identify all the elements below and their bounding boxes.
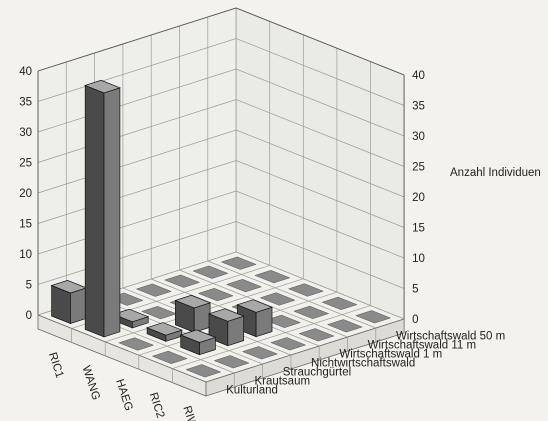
z-tick-label-left: 10: [19, 249, 32, 261]
z-tick-label-right: 40: [412, 70, 425, 82]
bar-RIC1-0: [50, 280, 88, 325]
zero-marker: [241, 346, 279, 360]
bar-top-face: [207, 308, 245, 322]
y-tick-label: Wirtschaftswald 1 m: [339, 349, 442, 361]
z-tick-label-right: 25: [412, 162, 425, 174]
y-tick-label: Strauchgürtel: [283, 367, 351, 379]
chart-bars: [50, 79, 392, 378]
bar-top-face: [236, 299, 274, 313]
bar-top-face: [112, 308, 150, 323]
zero-marker: [192, 265, 229, 279]
zero-marker: [264, 314, 302, 328]
bar-WANG-0: [84, 79, 121, 338]
zero-marker: [321, 296, 358, 310]
z-tick-label-right: 15: [412, 223, 425, 235]
z-tick-label-right: 30: [412, 131, 425, 143]
z-tick-label-left: 30: [19, 127, 32, 139]
wall-top-edge: [37, 7, 405, 76]
z-tick-label-right: 0: [412, 314, 418, 326]
zero-marker: [135, 283, 172, 297]
bar-side-face: [70, 287, 87, 324]
z-tick-label-left: 15: [19, 219, 32, 231]
zero-marker: [355, 310, 392, 324]
y-tick-label: Nichtwirtschaftswald: [311, 358, 415, 370]
z-tick-label-right: 35: [412, 101, 425, 113]
z-tick-label-left: 5: [26, 280, 32, 292]
zero-marker: [213, 355, 250, 369]
zero-marker: [151, 350, 188, 364]
z-tick-label-left: 35: [19, 97, 32, 109]
z-axis-label: Anzahl Individuen: [450, 167, 541, 179]
z-tick-label-right: 20: [412, 192, 425, 204]
y-tick-label: Kulturland: [226, 385, 278, 397]
bar-RIC2-1: [179, 329, 217, 356]
bar-top-face: [179, 329, 217, 343]
z-tick-label-right: 5: [412, 284, 418, 296]
zero-marker: [197, 288, 234, 302]
x-tick-label: HAEG: [113, 378, 135, 413]
zero-marker: [220, 256, 257, 270]
z-tick-label-left: 0: [26, 310, 32, 322]
z-tick-label-right: 10: [412, 253, 425, 265]
chart-labels: 0 0 5 5 10 10 15 15 20 20 25 25 30 30 35 35 40 40 RIC1 WANG…: [19, 66, 505, 421]
bar-front-face: [84, 84, 105, 338]
floor-gridline: [235, 251, 405, 320]
z-tick-label-left: 40: [19, 66, 32, 78]
bar-top-face: [146, 322, 183, 336]
zero-marker: [287, 283, 325, 297]
floor-side-edge: [205, 318, 405, 397]
z-tick-label-left: 25: [19, 158, 32, 170]
y-tick-label: Wirtschaftswald 11 m: [368, 340, 476, 352]
zero-marker: [259, 292, 296, 306]
bar-top-face: [174, 294, 212, 309]
zero-marker: [254, 270, 291, 284]
x-tick-label: WANG: [80, 364, 102, 401]
x-tick-label: RIC1: [46, 351, 66, 380]
zero-marker: [185, 364, 222, 378]
zero-marker: [270, 337, 307, 351]
floor-gridline: [172, 305, 371, 369]
zero-marker: [164, 274, 201, 288]
x-tick-label: RIC2: [147, 391, 167, 420]
bar-HAEG-2: [174, 294, 212, 333]
floor-gridline: [207, 260, 376, 329]
zero-marker: [118, 337, 155, 351]
z-tick-label-left: 20: [19, 188, 32, 200]
y-tick-label: Wirtschaftswald 50 m: [396, 331, 505, 343]
zero-marker: [293, 305, 330, 319]
y-tick-label: Krautsaum: [254, 376, 310, 388]
zero-marker: [298, 328, 335, 342]
bar-HAEG-1: [146, 322, 183, 342]
bar-side-face: [103, 87, 121, 338]
zero-marker: [225, 279, 263, 293]
x-tick-label: RIWA: [180, 405, 201, 421]
zero-marker: [326, 319, 363, 333]
bar-top-face: [84, 79, 121, 94]
